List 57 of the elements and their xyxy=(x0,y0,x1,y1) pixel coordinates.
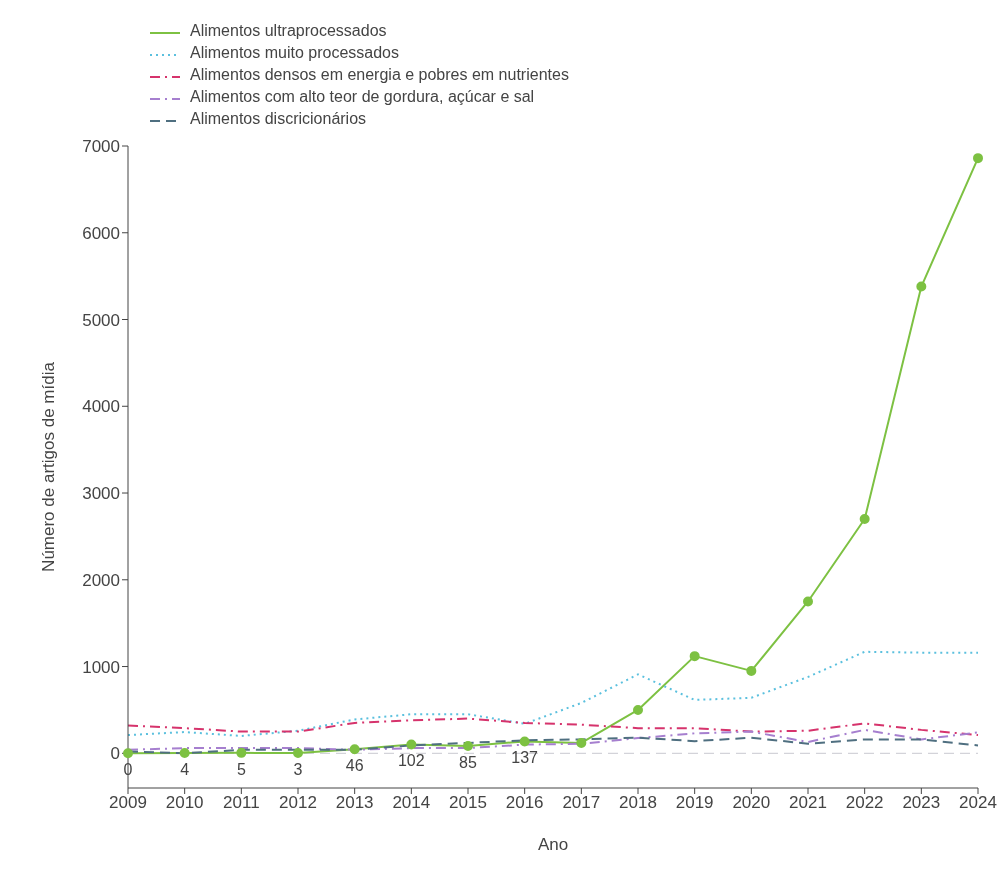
point xyxy=(293,748,303,759)
legend-label: Alimentos densos em energia e pobres em nutrientes xyxy=(190,66,569,84)
point xyxy=(349,744,360,755)
point xyxy=(803,596,813,607)
point xyxy=(576,737,587,748)
y-tick-label: 4000 xyxy=(82,397,120,417)
x-tick-label: 2023 xyxy=(902,793,941,813)
point xyxy=(236,747,247,758)
x-tick-label: 2022 xyxy=(845,793,884,813)
x-tick-label: 2024 xyxy=(959,793,997,813)
line-series xyxy=(127,650,979,737)
data-label: 3 xyxy=(293,761,303,779)
data-label: 4 xyxy=(180,760,190,778)
x-tick-label: 2009 xyxy=(109,793,147,813)
point xyxy=(746,665,757,676)
data-label: 46 xyxy=(345,757,364,775)
point xyxy=(916,281,927,292)
data-label: 137 xyxy=(511,749,539,767)
point xyxy=(973,153,983,164)
point xyxy=(633,704,643,715)
x-tick-label: 2012 xyxy=(279,793,317,813)
x-tick-label: 2014 xyxy=(392,793,431,813)
x-tick-label: 2019 xyxy=(675,793,714,813)
legend-label: Alimentos ultraprocessados xyxy=(190,22,387,40)
y-tick-label: 5000 xyxy=(82,310,120,330)
data-label: 85 xyxy=(459,753,477,771)
data-label: 0 xyxy=(123,761,133,779)
point xyxy=(179,747,190,758)
x-tick-label: 2016 xyxy=(505,793,544,813)
y-tick-label: 0 xyxy=(110,744,120,764)
x-tick-label: 2015 xyxy=(449,793,487,813)
x-tick-label: 2020 xyxy=(732,793,771,813)
y-tick-label: 6000 xyxy=(82,223,120,243)
point xyxy=(859,514,870,525)
data-label: 5 xyxy=(236,760,246,778)
line-series xyxy=(127,717,979,737)
y-axis-title: Número de artigos de mídia xyxy=(39,361,59,572)
point xyxy=(463,740,473,751)
y-tick-label: 3000 xyxy=(82,484,120,504)
x-tick-label: 2021 xyxy=(789,793,827,813)
legend-label: Alimentos com alto teor de gordura, açúcar e sal xyxy=(190,88,535,106)
y-tick-label: 2000 xyxy=(82,570,120,590)
legend-label: Alimentos discricionários xyxy=(190,110,367,128)
x-axis-title: Ano xyxy=(537,835,569,854)
y-tick-label: 7000 xyxy=(82,137,120,157)
x-tick-label: 2018 xyxy=(619,793,657,813)
y-tick-label: 1000 xyxy=(82,657,120,677)
point xyxy=(406,739,417,750)
x-tick-label: 2017 xyxy=(562,793,601,813)
x-tick-label: 2013 xyxy=(335,793,374,813)
point xyxy=(519,736,530,747)
x-tick-label: 2011 xyxy=(223,793,260,813)
point xyxy=(123,748,133,759)
x-tick-label: 2010 xyxy=(165,793,204,813)
point xyxy=(689,651,700,662)
legend-label: Alimentos muito processados xyxy=(190,44,399,62)
data-label: 102 xyxy=(397,752,425,770)
